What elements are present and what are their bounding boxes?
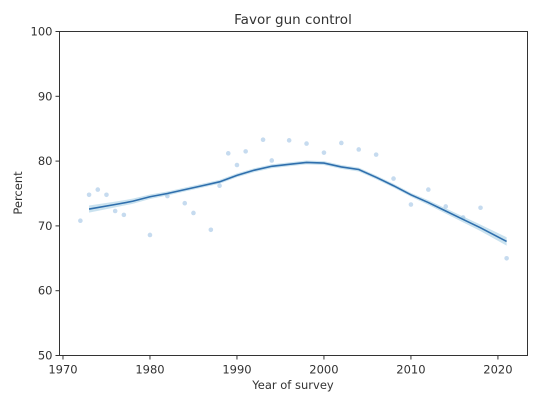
y-axis-label: Percent [11,171,25,215]
x-axis: 1970 1980 1990 2000 2010 2020 [48,355,513,377]
scatter-point [443,204,449,209]
scatter-point [260,137,266,143]
scatter-point [208,227,214,233]
y-tick-label: 100 [31,25,53,39]
y-tick-label: 80 [38,154,53,168]
chart-title: Favor gun control [234,12,352,28]
y-axis: 50 60 70 80 90 100 [31,25,60,363]
scatter-point [269,158,275,163]
scatter-point [391,176,396,181]
scatter-point [339,140,344,146]
x-tick-label: 1970 [48,363,77,377]
scatter-point [408,202,414,207]
scatter-point [95,187,101,192]
x-tick-label: 2020 [483,363,512,377]
scatter-point [112,208,118,214]
scatter-point [78,218,83,224]
y-tick-label: 60 [38,284,53,298]
y-tick-label: 70 [38,219,53,233]
plot-frame [59,31,528,356]
scatter-point [182,200,188,206]
x-tick-label: 2000 [309,363,338,377]
scatter-point [217,183,222,189]
scatter-point [504,255,509,261]
scatter-point [86,192,92,198]
x-tick-label: 2010 [396,363,425,377]
scatter-point [373,152,379,157]
scatter-point [286,138,292,143]
scatter-point [426,187,431,192]
scatter-point [321,150,327,155]
scatter-point [191,210,196,216]
trend-line [88,161,507,243]
scatter-point [478,205,483,211]
x-tick-label: 1990 [222,363,251,377]
y-tick-label: 50 [38,349,53,363]
scatter-point [147,232,153,238]
x-axis-label: Year of survey [251,378,334,392]
scatter-point [356,147,362,152]
scatter-point [121,212,127,218]
scatter-point [304,141,309,146]
scatter-point [243,149,248,154]
y-tick-label: 90 [38,89,53,103]
scatter-point [234,162,240,168]
x-tick-label: 1980 [135,363,164,377]
plot-area [78,137,509,261]
scatter-point [225,151,231,156]
confidence-band [89,160,507,246]
scatter-point [104,192,109,198]
